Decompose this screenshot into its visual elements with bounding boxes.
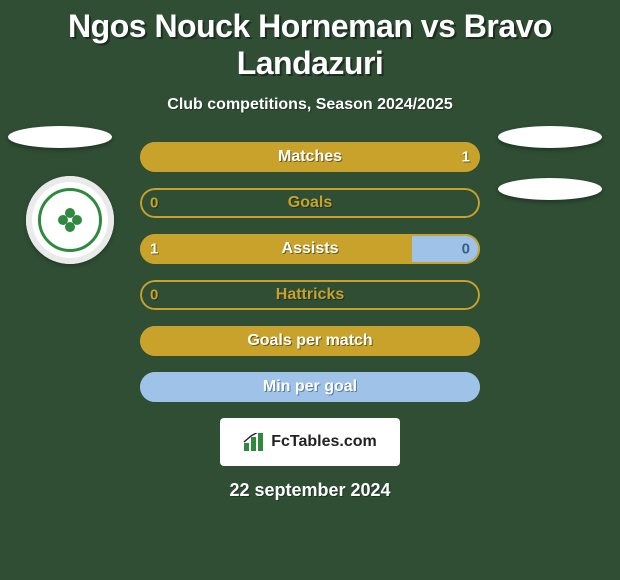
clover-icon <box>58 208 82 232</box>
stat-bar-value-left: 0 <box>150 195 158 212</box>
comparison-bars: Matches 1 Goals 0 Assists 1 0 Hattricks 0 Goals p… <box>140 142 480 402</box>
club-badge-inner <box>38 188 102 252</box>
date-text: 22 september 2024 <box>0 480 620 501</box>
stat-bar-label: Hattricks <box>276 286 344 304</box>
stat-bar-label: Matches <box>278 148 342 166</box>
stat-bar: Min per goal <box>140 372 480 402</box>
stat-bar-value-left: 0 <box>150 287 158 304</box>
subtitle: Club competitions, Season 2024/2025 <box>0 96 620 114</box>
player1-club-badge <box>26 176 114 264</box>
player2-silhouette <box>498 126 602 148</box>
stat-bar-value-left: 1 <box>150 241 158 258</box>
stat-bar-label: Goals per match <box>247 332 372 350</box>
player1-silhouette <box>8 126 112 148</box>
source-logo-box: FcTables.com <box>220 418 400 466</box>
stat-bar: Goals 0 <box>140 188 480 218</box>
fctables-icon <box>243 433 265 451</box>
comparison-card: Ngos Nouck Horneman vs Bravo Landazuri C… <box>0 0 620 580</box>
stat-bar-label: Min per goal <box>263 378 357 396</box>
stat-bar-label: Assists <box>282 240 339 258</box>
player2-club-silhouette <box>498 178 602 200</box>
page-title: Ngos Nouck Horneman vs Bravo Landazuri <box>0 8 620 82</box>
stat-bar-fill-left <box>140 234 412 264</box>
source-logo-text: FcTables.com <box>271 433 377 451</box>
stat-bar-value-right: 1 <box>462 149 470 166</box>
stat-bar: Assists 1 0 <box>140 234 480 264</box>
stat-bar-label: Goals <box>288 194 332 212</box>
stat-bar: Matches 1 <box>140 142 480 172</box>
stat-bar: Hattricks 0 <box>140 280 480 310</box>
stat-bar: Goals per match <box>140 326 480 356</box>
stat-bar-value-right: 0 <box>462 241 470 258</box>
